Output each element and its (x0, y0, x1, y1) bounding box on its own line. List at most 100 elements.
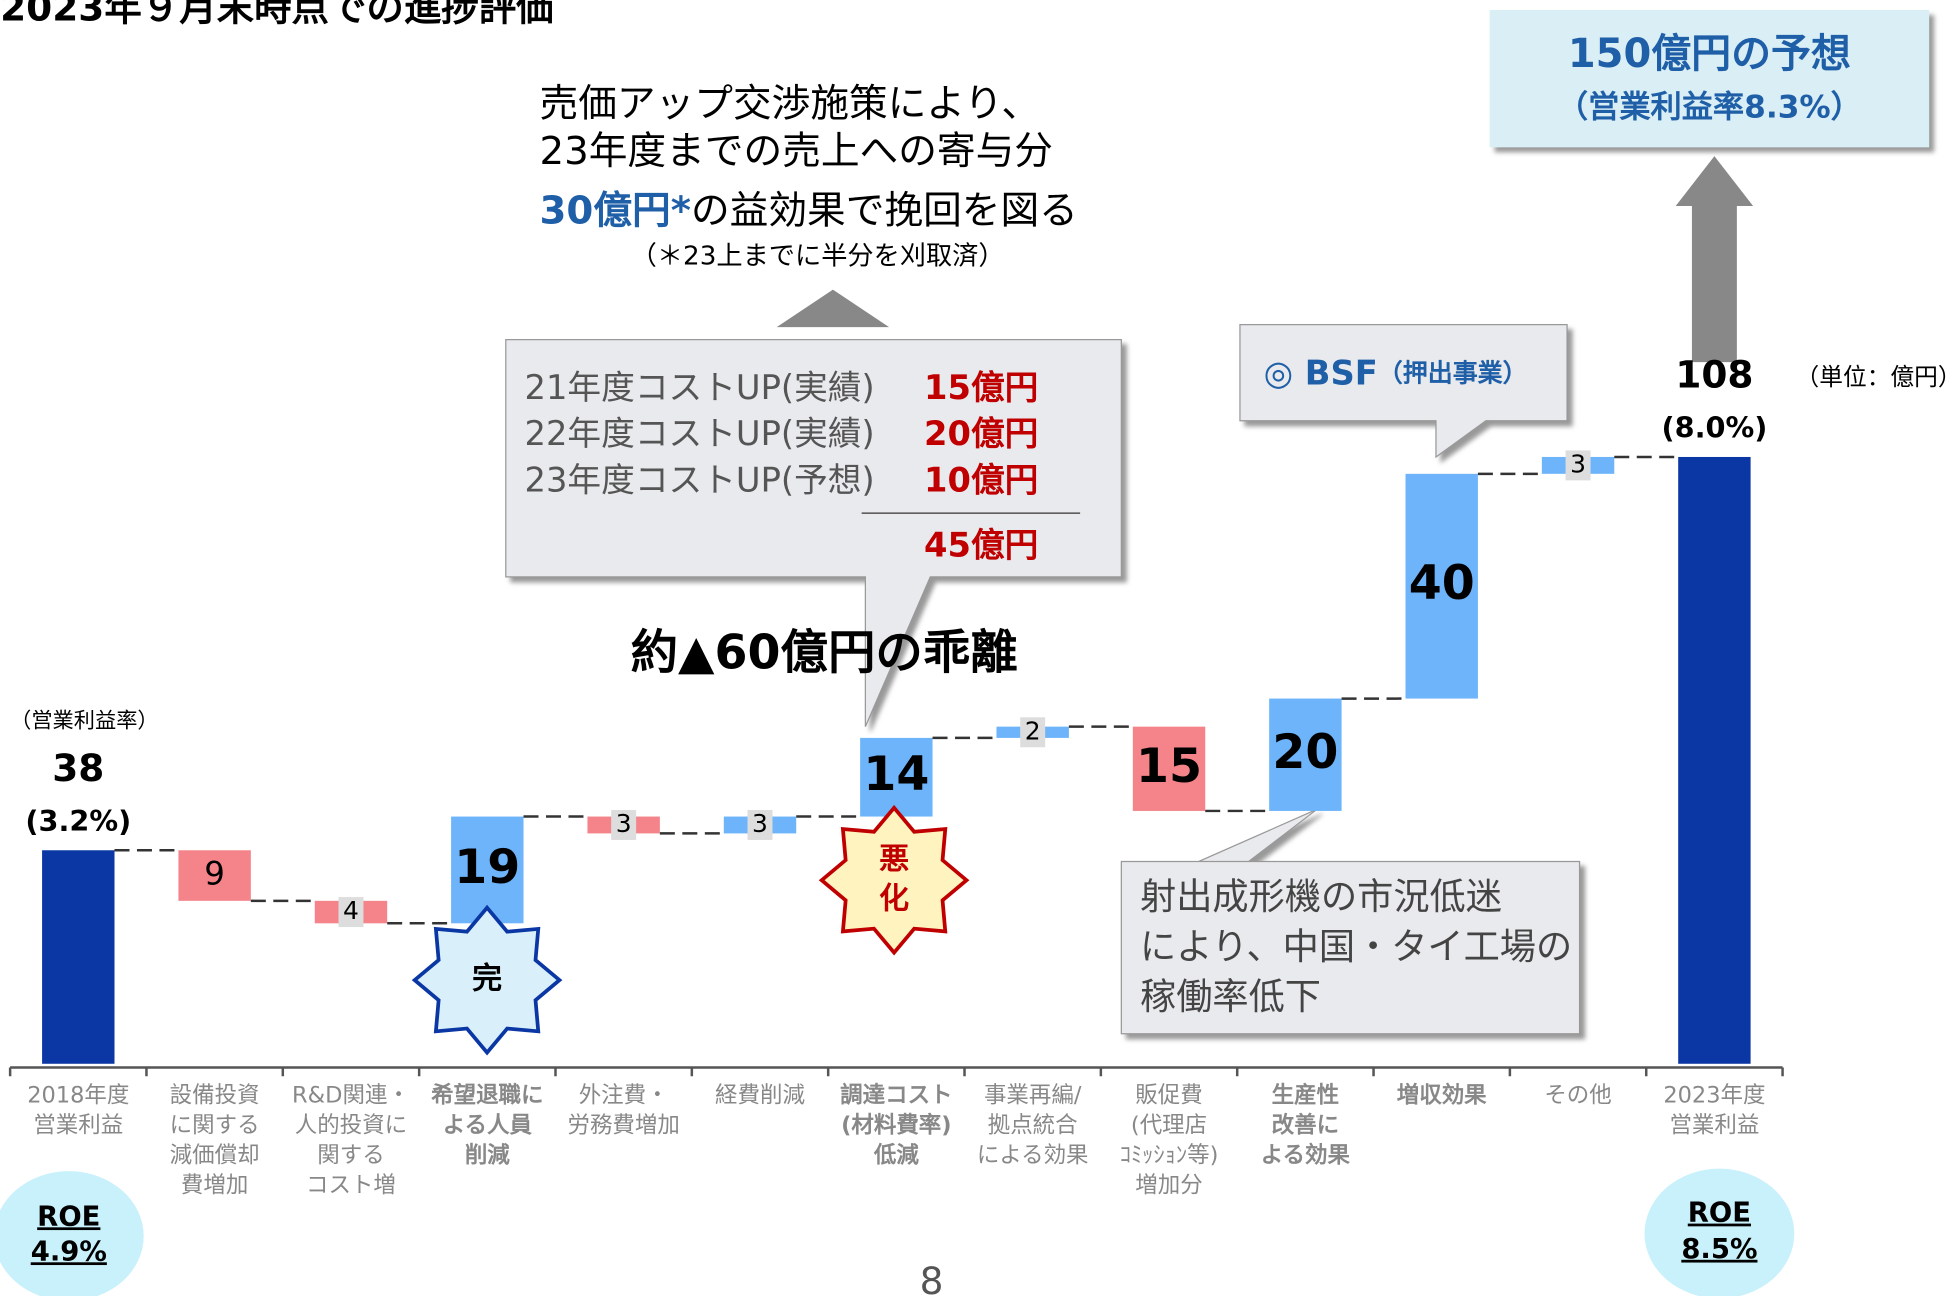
x-tick-label: 調達コスト (840, 1082, 952, 1109)
x-tick-label: 関する (317, 1143, 384, 1169)
x-tick-label: による効果 (977, 1143, 1089, 1169)
value-label: 108 (1675, 353, 1753, 397)
note: （＊23上までに半分を刈取済） (631, 242, 1005, 272)
gap: 約▲60億円の乖離 (631, 625, 1018, 680)
x-tick-label: 営業利益 (33, 1113, 123, 1139)
bar (178, 850, 251, 901)
page-number: 8 (920, 1259, 944, 1296)
annotation: 23年度までの売上への寄与分 (540, 129, 1053, 174)
roe: 8.5% (1681, 1234, 1757, 1265)
annotation: 売価アップ交渉施策により、 (540, 82, 1041, 127)
annotation: の益効果で挽回を図る (691, 188, 1078, 233)
bsf: ◎ BSF (1264, 353, 1378, 392)
roe: 4.9% (31, 1236, 107, 1267)
margin-label: (8.0%) (1661, 411, 1767, 445)
chart-title: 2023年９月末時点での進捗評価 (0, 0, 553, 29)
x-tick-label: 費増加 (181, 1173, 248, 1199)
x-tick-label: ｺﾐｯｼｮﾝ等) (1120, 1143, 1219, 1169)
callout (1239, 324, 1568, 459)
annotation: により、中国・タイ工場の (1140, 925, 1572, 968)
x-tick-label: その他 (1544, 1083, 1611, 1109)
annotation: 30億円*の益効果で挽回を図る (540, 188, 1078, 233)
x-tick-label: 外注費・ (579, 1083, 669, 1109)
x-tick-label: 増収効果 (1397, 1082, 1487, 1109)
x-tick-label: 減価償却 (170, 1143, 260, 1169)
unit-label: （単位：億円） (1796, 363, 1958, 391)
bar (860, 737, 933, 817)
cost-rows: 21年度コストUP(実績) 15億円 22年度コストUP(実績) 20億円 23年度コス… (525, 368, 1039, 499)
x-tick-label: 販促費 (1135, 1083, 1202, 1109)
x-tick-label: 経費削減 (715, 1083, 805, 1109)
label-box (1565, 450, 1591, 481)
cost-label: 21年度コストUP(実績) (525, 368, 875, 407)
x-tick-label: 低減 (873, 1143, 919, 1169)
value-label: 40 (1409, 556, 1475, 611)
value-label: 14 (863, 747, 929, 802)
forecast-box (1489, 9, 1930, 148)
x-tick-label: R&D関連・ (292, 1083, 410, 1109)
amount: 30億円* (540, 188, 691, 233)
badge-text: 完 (472, 962, 502, 997)
x-tick-label: (代理店 (1131, 1113, 1207, 1139)
value-label: 3 (616, 809, 632, 838)
badge (818, 804, 970, 956)
roe: ROE (37, 1201, 100, 1232)
x-tick-label: 人的投資に (295, 1113, 407, 1139)
forecast-note: （営業利益率8.3%） (1557, 90, 1862, 126)
x-tick-label: 営業利益 (1669, 1113, 1759, 1139)
x-tick-label: 設備投資 (170, 1083, 260, 1109)
cost-label: 23年度コストUP(予想) (525, 460, 875, 499)
annotation: 稼働率低下 (1140, 975, 1321, 1018)
margin-axis-label: （営業利益率） (10, 709, 159, 734)
x-tick-label: よる効果 (1261, 1142, 1351, 1169)
badge-text: 化 (879, 882, 909, 917)
x-tick-label: 希望退職に (431, 1082, 543, 1109)
value-label: 3 (752, 809, 768, 838)
roe-circle (0, 1171, 144, 1296)
callout (505, 338, 1122, 727)
value-label: 15 (1136, 739, 1202, 794)
value-label: 38 (52, 746, 104, 790)
margin-label: (3.2%) (25, 804, 131, 838)
forecast: 150億円の予想 (1568, 31, 1851, 77)
label-box (611, 810, 637, 840)
x-tick-label: よる人員 (443, 1113, 533, 1139)
label-box (338, 897, 364, 928)
label-box (1020, 717, 1046, 748)
bar (1405, 473, 1478, 699)
bar (1678, 456, 1751, 1064)
cost-value: 10億円 (924, 460, 1038, 499)
bar (1132, 726, 1206, 811)
x-tick-label: 2023年度 (1663, 1083, 1765, 1109)
label-box (747, 810, 773, 840)
x-tick-label: 生産性 (1272, 1082, 1339, 1109)
cost-total: 45億円 (924, 525, 1038, 564)
cost-label: 22年度コストUP(実績) (525, 414, 875, 453)
value-label: 3 (1570, 449, 1586, 478)
value-label: 2 (1025, 716, 1041, 745)
cost-value: 15億円 (924, 368, 1038, 407)
x-tick-label: 改善に (1272, 1112, 1339, 1139)
x-tick-label: に関する (170, 1113, 260, 1139)
x-tick-label: 労務費増加 (567, 1113, 679, 1139)
bar (1269, 698, 1342, 811)
x-tick-label: コスト増 (306, 1173, 396, 1199)
x-tick-label: 削減 (465, 1143, 510, 1169)
value-label: 19 (454, 840, 520, 895)
x-tick-label: (材料費率) (841, 1112, 951, 1139)
x-tick-label: 事業再編/ (984, 1083, 1082, 1109)
value-label: 20 (1272, 725, 1338, 780)
x-tick-label: 拠点統合 (988, 1113, 1078, 1139)
arrow (1675, 156, 1754, 363)
callout (1120, 808, 1581, 1035)
arrow (776, 289, 890, 328)
roe: ROE (1688, 1198, 1751, 1229)
annotation: ◎ BSF（押出事業） (1264, 353, 1528, 392)
x-tick-label: 増加分 (1135, 1173, 1202, 1199)
value-label: 9 (204, 855, 225, 893)
roe-circle (1644, 1168, 1795, 1296)
cost-value: 20億円 (924, 414, 1038, 453)
annotation: 射出成形機の市況低迷 (1140, 875, 1502, 918)
